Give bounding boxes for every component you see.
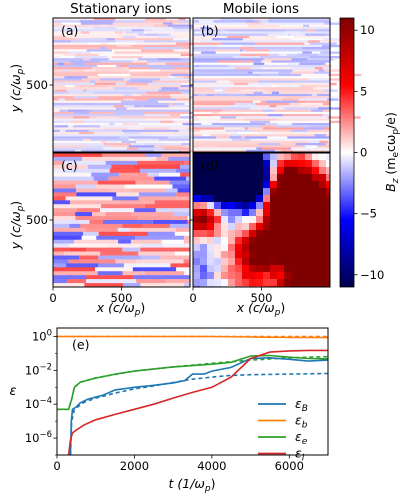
legend-label: εi	[295, 446, 305, 464]
panel-e-lines	[57, 335, 328, 455]
x-axis-label-right: x (c/ωp)	[236, 300, 285, 318]
x-tick-label: 2000	[120, 459, 149, 473]
y-tick-label: 10−4	[25, 396, 52, 411]
colorbar	[339, 17, 355, 288]
panel-label: (d)	[201, 158, 219, 173]
legend-label: εe	[295, 429, 308, 447]
series-line-B	[69, 356, 328, 455]
legend-label: εb	[295, 413, 308, 431]
x-tick-label: 0	[49, 291, 56, 305]
panel-e-border	[56, 327, 329, 456]
series-line-e	[57, 354, 328, 411]
x-tick-label: 0	[189, 291, 196, 305]
column-title-stationary: Stationary ions	[70, 1, 172, 17]
series-line-i	[67, 349, 328, 455]
panel-label-e: (e)	[72, 337, 89, 352]
colorbar-tick-label: −5	[360, 207, 377, 221]
colorbar-tick-label: 10	[360, 23, 375, 37]
panel-label: (a)	[61, 23, 78, 38]
y-tick-label: 10−6	[25, 430, 52, 445]
panel-e-frame	[57, 328, 328, 455]
heatmap-panels: (a) (b) (c) (d) 500 500 0 500 0 500	[26, 17, 362, 305]
colorbar-tick-label: 5	[360, 84, 367, 98]
y-tick-label: 100	[32, 328, 52, 343]
panel-label: (c)	[61, 158, 78, 173]
x-tick-label: 500	[251, 291, 273, 305]
colorbar-tick-label: 0	[360, 146, 367, 160]
y-tick-label: 500	[26, 213, 48, 227]
colorbar-label: Bz (mecωp/e)	[383, 112, 401, 192]
series-line-b	[57, 335, 328, 339]
panel-e-x-label: t (1/ωp)	[169, 476, 216, 494]
legend-label: εB	[295, 396, 308, 414]
x-tick-label: 6000	[275, 459, 304, 473]
heatmap-panel-c: (c)	[52, 152, 191, 288]
y-tick-label: 10−2	[25, 362, 52, 377]
panel-e-ticks: 0 2000 4000 6000 100 10−2 10−4 10−6	[25, 328, 304, 473]
colorbar-ticks: 10 5 0 −5 −10	[354, 23, 384, 282]
y-axis-label-top: y (c/ωp)	[8, 64, 26, 113]
x-axis-label-left: x (c/ωp)	[96, 300, 145, 318]
y-axis-label-bottom: y (c/ωp)	[8, 201, 26, 250]
heatmap-panel-b: (b)	[192, 17, 362, 153]
panel-e-y-label: ε	[9, 384, 16, 399]
heatmap-ticks: 500 500 0 500 0 500	[26, 78, 272, 305]
x-tick-label: 500	[111, 291, 133, 305]
panel-label: (b)	[201, 23, 219, 38]
column-title-mobile: Mobile ions	[223, 1, 299, 17]
heatmap-panel-d: (d)	[192, 152, 331, 288]
heatmap-panel-a: (a)	[52, 17, 220, 153]
y-tick-label: 500	[26, 78, 48, 92]
x-tick-label: 4000	[197, 459, 226, 473]
colorbar-tick-label: −10	[360, 268, 384, 282]
x-tick-label: 0	[53, 459, 60, 473]
